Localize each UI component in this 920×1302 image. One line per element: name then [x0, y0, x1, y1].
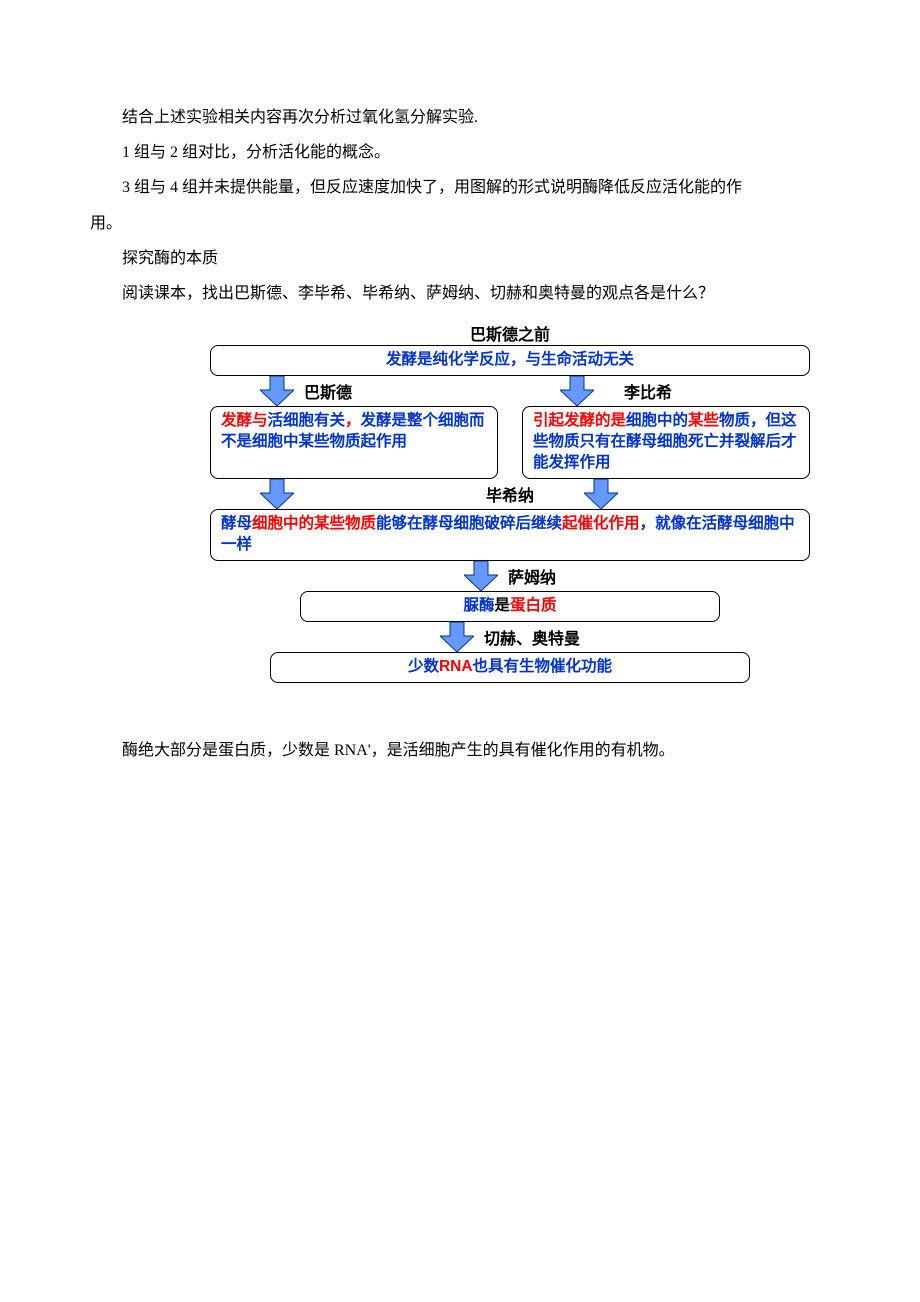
arrow-row-3: 萨姆纳 — [210, 561, 810, 591]
para-1: 结合上述实验相关内容再次分析过氧化氢分解实验. — [90, 100, 830, 135]
row-pasteur-liebig: 发酵与活细胞有关，发酵是整个细胞而不是细胞中某些物质起作用 引起发酵的是细胞中的… — [210, 406, 810, 479]
node-liebig: 引起发酵的是细胞中的某些物质，但这些物质只有在酵母细胞死亡并裂解后才能发挥作用 — [522, 406, 810, 479]
arrow-down-icon — [440, 622, 474, 652]
arrow-row-1: 巴斯德 李比希 — [210, 376, 810, 406]
node-pre-pasteur: 发酵是纯化学反应，与生命活动无关 — [210, 345, 810, 376]
para-2: 1 组与 2 组对比，分析活化能的概念。 — [90, 135, 830, 170]
para-3: 3 组与 4 组并未提供能量，但反应速度加快了，用图解的形式说明酶降低反应活化能… — [90, 170, 830, 205]
label-buchner: 毕希纳 — [486, 488, 534, 505]
label-cech: 切赫、奥特曼 — [484, 625, 580, 649]
arrow-down-icon — [560, 376, 594, 406]
node-cech: 少数RNA也具有生物催化功能 — [270, 652, 750, 683]
label-pasteur: 巴斯德 — [304, 379, 352, 403]
para-last: 酶绝大部分是蛋白质，少数是 RNA'，是活细胞产生的具有催化作用的有机物。 — [90, 733, 830, 768]
node-sumner: 脲酶是蛋白质 — [300, 591, 720, 622]
arrow-row-2: 毕希纳 — [210, 479, 810, 509]
enzyme-history-flowchart: 巴斯德之前 发酵是纯化学反应，与生命活动无关 巴斯德 李比希 发酵与活细胞有关，… — [210, 321, 810, 682]
arrow-down-icon — [584, 479, 618, 509]
para-5: 阅读课本，找出巴斯德、李毕希、毕希纳、萨姆纳、切赫和奥特曼的观点各是什么？ — [90, 276, 830, 311]
label-sumner: 萨姆纳 — [508, 564, 556, 588]
label-liebig: 李比希 — [624, 379, 672, 403]
node-buchner: 酵母细胞中的某些物质能够在酵母细胞破碎后继续起催化作用，就像在活酵母细胞中一样 — [210, 509, 810, 561]
arrow-row-4: 切赫、奥特曼 — [210, 622, 810, 652]
arrow-down-icon — [260, 479, 294, 509]
para-3b: 用。 — [90, 206, 830, 241]
para-4: 探究酶的本质 — [90, 241, 830, 276]
node-pasteur: 发酵与活细胞有关，发酵是整个细胞而不是细胞中某些物质起作用 — [210, 406, 498, 479]
label-pre-pasteur: 巴斯德之前 — [210, 321, 810, 345]
arrow-down-icon — [464, 561, 498, 591]
arrow-down-icon — [260, 376, 294, 406]
